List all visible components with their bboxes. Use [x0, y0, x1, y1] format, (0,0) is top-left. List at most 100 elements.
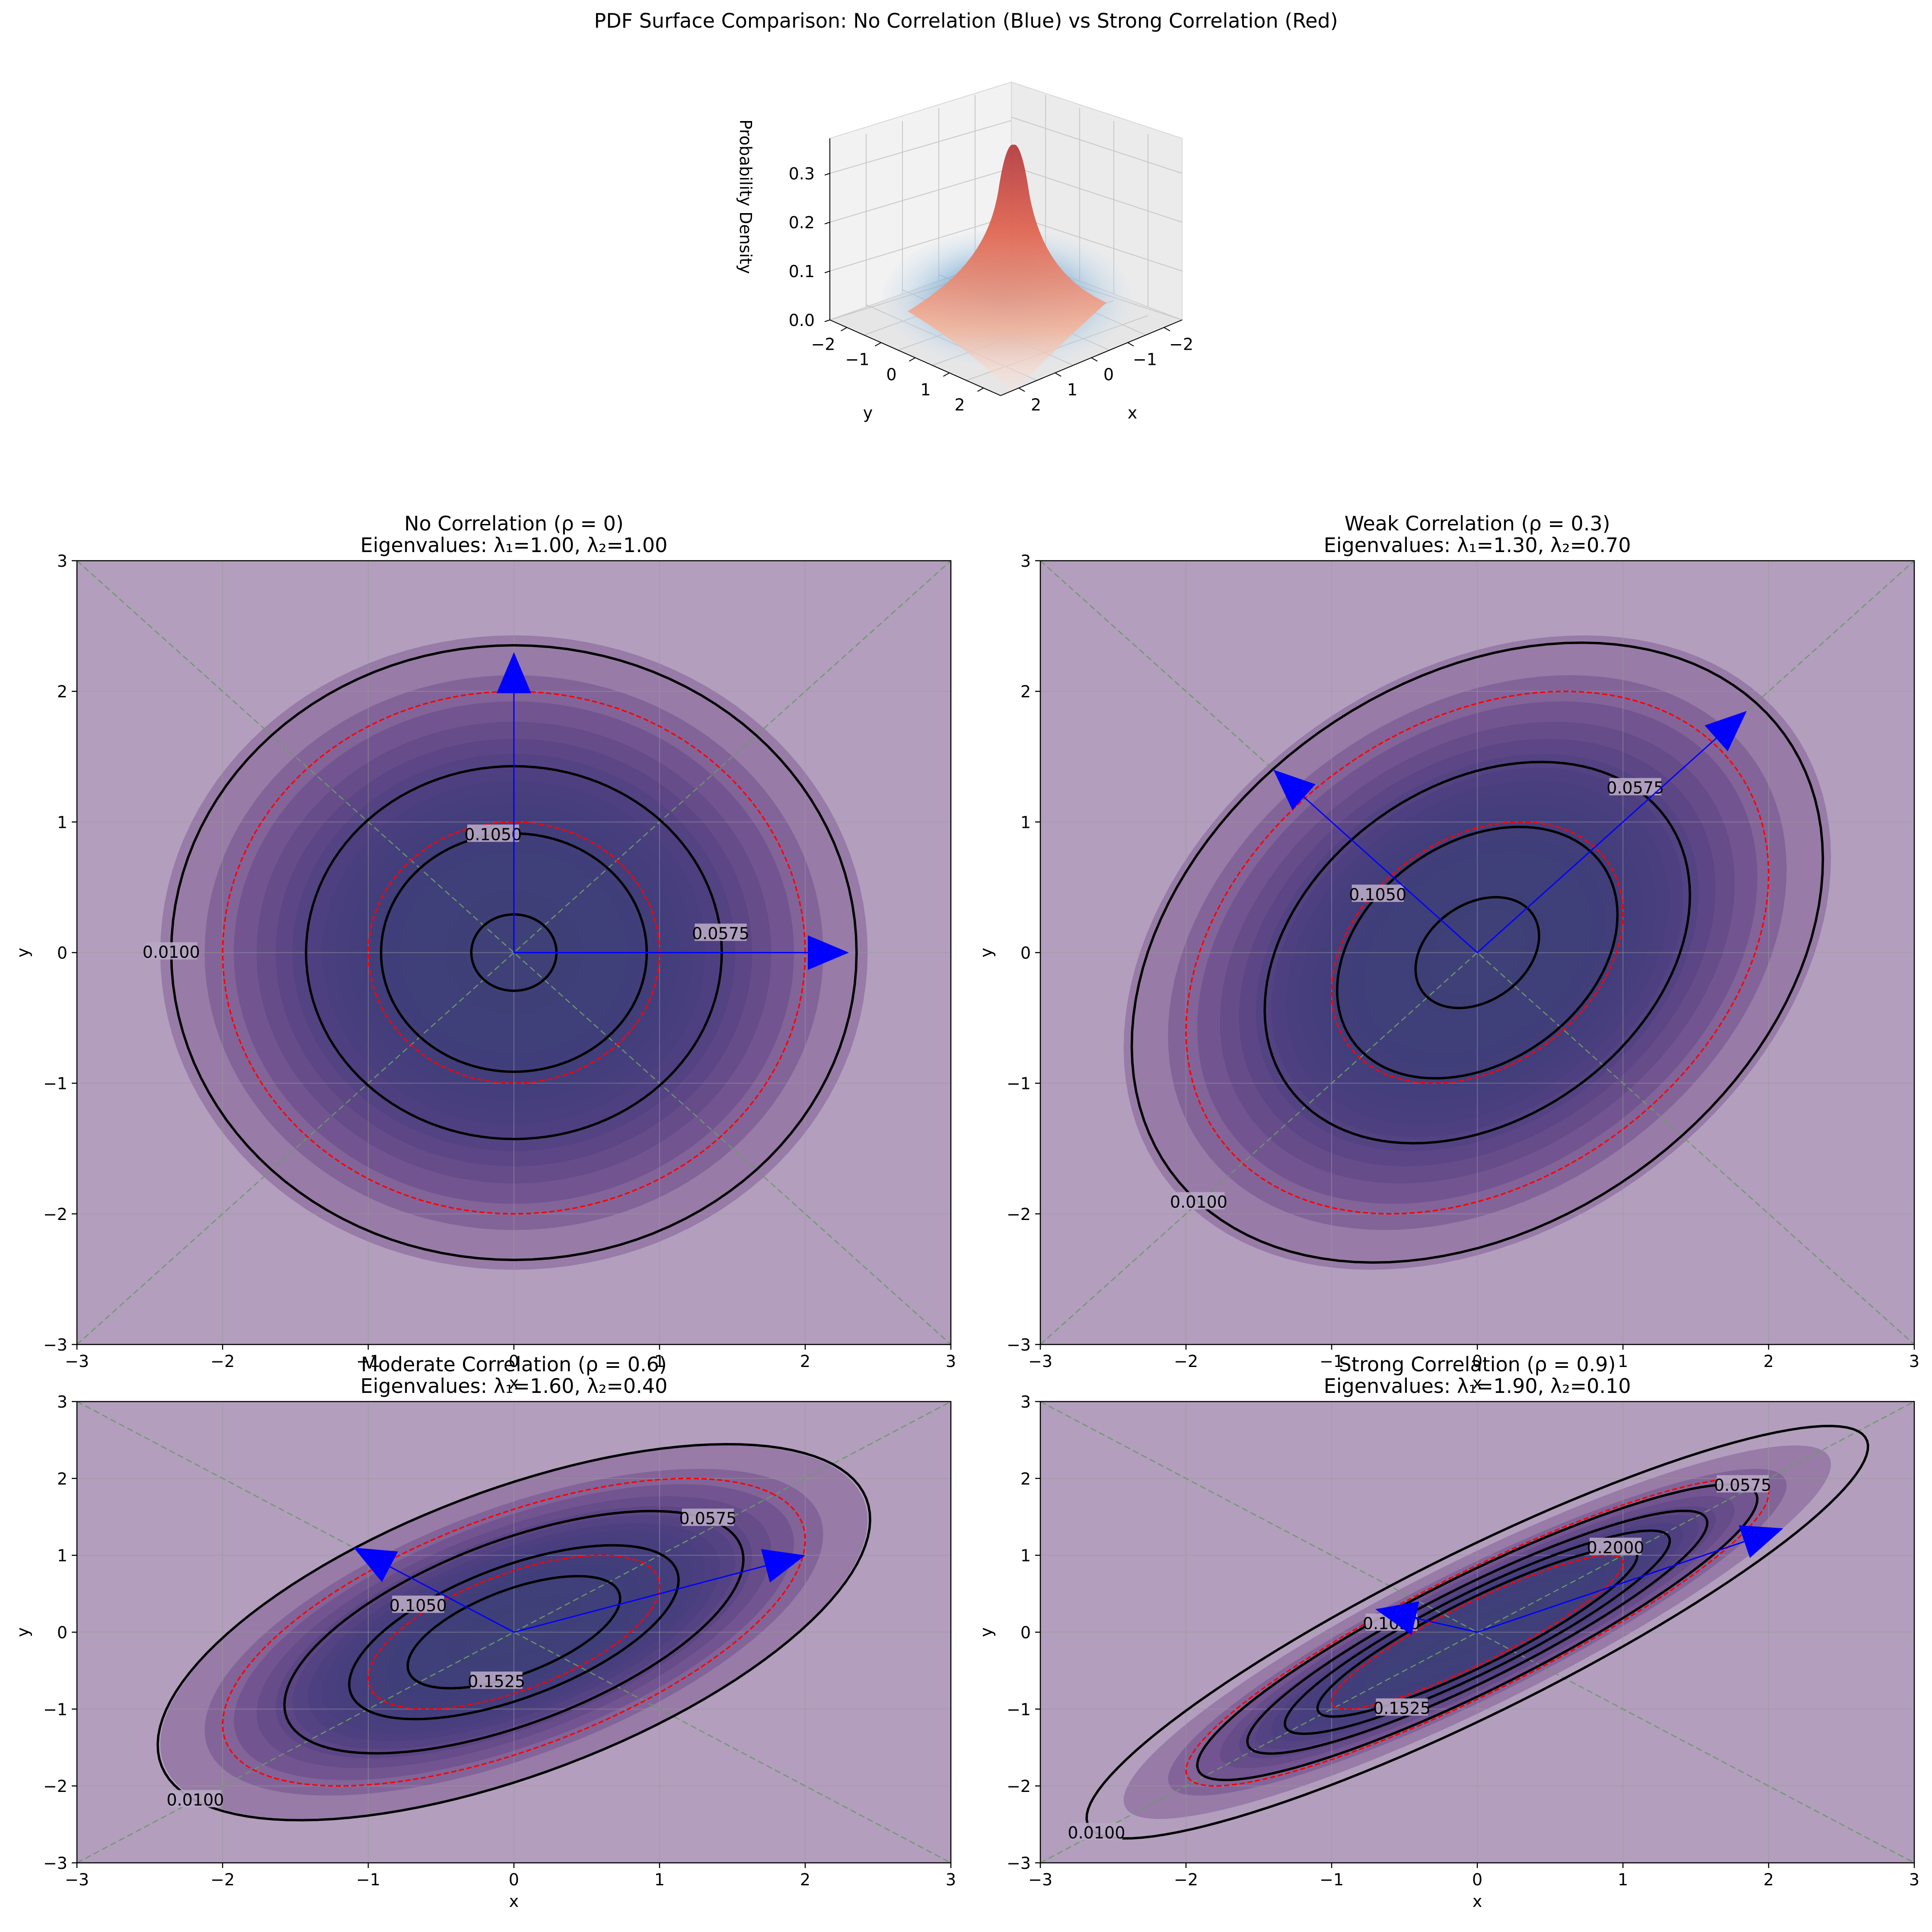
contour-label: 0.0100	[1170, 1192, 1227, 1211]
contour-line	[379, 832, 648, 1073]
x-tick-label: −3	[1028, 1870, 1052, 1889]
y-tick-label: 0	[1020, 1623, 1031, 1642]
x-tick-label: −1	[356, 1870, 380, 1889]
sigma-ellipse	[1185, 1478, 1769, 1787]
x-tick-label: 2	[800, 1870, 810, 1889]
y-axis-ticks: −2 −1 0 1 2	[811, 327, 984, 415]
contour-panel: 0.0100 0.0575 0.1050 −3−3 −2 −2 −1 −1 0 0 1 1 2 2 3 3 x y…	[13, 512, 956, 1392]
x-axis-label: x	[509, 1892, 519, 1911]
y-tick-label: −2	[811, 335, 835, 354]
diagonal-reference-line	[1040, 561, 1914, 1344]
x-tick-label: −3	[65, 1352, 89, 1371]
diagonal-reference-line	[1040, 1402, 1914, 1863]
x-tick-label: −2	[1169, 335, 1193, 354]
contour-line	[305, 765, 723, 1140]
y-axis-label: y	[977, 1627, 996, 1637]
x-tick-label: 1	[1618, 1352, 1628, 1371]
sigma-ellipse	[367, 1554, 660, 1710]
z-tick-label: 0.2	[789, 213, 815, 232]
surface-strong-correlation	[908, 144, 1106, 394]
eigenvector-line	[513, 1565, 766, 1633]
z-axis-label: Probability Density	[736, 119, 755, 274]
z-tick-label: 0.3	[789, 164, 815, 183]
x-axis-ticks: 2 1 0 −1 −2	[1018, 327, 1193, 415]
y-axis-label: y	[863, 403, 873, 422]
y-tick-mark	[909, 357, 915, 362]
eigenvector-arrowhead	[497, 652, 531, 693]
grid-line	[829, 168, 1012, 223]
eigenvector-line	[389, 1566, 514, 1633]
y-tick-label: −1	[1007, 1074, 1031, 1093]
y-tick-label: 0	[886, 365, 896, 384]
y-tick-mark	[977, 387, 984, 392]
x-tick-label: −1	[356, 1352, 380, 1371]
contour-label: 0.1050	[464, 825, 522, 844]
x-tick-label: 3	[946, 1870, 956, 1889]
panel-subtitle: Eigenvalues: λ₁=1.00, λ₂=1.00	[360, 533, 668, 557]
x-tick-label: 0	[509, 1870, 519, 1889]
contour-label-bg	[169, 1790, 221, 1807]
contour-label: 0.0575	[679, 1509, 736, 1528]
contour-line	[1263, 760, 1691, 1145]
eigenvector-arrowhead	[808, 935, 849, 970]
eigenvector-arrowhead	[1375, 1601, 1419, 1635]
z-tick-label: 0.1	[789, 262, 815, 281]
contour-label-bg	[1716, 1475, 1769, 1493]
eigenvector-arrowhead	[761, 1549, 805, 1583]
x-tick-label: 0	[509, 1352, 519, 1371]
x-tick-label: 3	[946, 1352, 956, 1371]
z-axis-ticks: 0.0 0.1 0.2 0.3	[789, 164, 830, 330]
x-tick-label: 0	[1103, 365, 1114, 384]
x-axis-label: x	[1473, 1892, 1482, 1911]
eigenvector-line	[1477, 1541, 1745, 1633]
y-tick-label: −3	[43, 1335, 67, 1354]
eigenvector-arrowhead	[354, 1547, 398, 1582]
diagonal-reference-line	[77, 561, 951, 1344]
x-tick-label: 1	[1067, 380, 1078, 399]
x-tick-label: 0	[1472, 1870, 1482, 1889]
diagonal-reference-line	[77, 1402, 951, 1863]
x-tick-mark	[1091, 357, 1098, 362]
sigma-ellipse	[1185, 690, 1769, 1215]
x-tick-label: 2	[1031, 396, 1041, 415]
y-tick-label: 2	[1020, 1469, 1031, 1488]
grid-line	[1011, 166, 1183, 223]
panel-title: No Correlation (ρ = 0)	[404, 512, 624, 535]
x-tick-label: 3	[1909, 1352, 1919, 1371]
contour-panel: 0.01000.05750.10500.15250.2000−3−3−2−2−1…	[977, 1353, 1919, 1911]
y-tick-label: 3	[57, 552, 67, 571]
sigma-ellipse	[222, 690, 806, 1215]
y-tick-label: 1	[1020, 813, 1031, 832]
y-tick-mark	[943, 372, 950, 377]
x-tick-label: 2	[1763, 1352, 1774, 1371]
contour-line	[1246, 1510, 1709, 1755]
grid-line	[829, 215, 1012, 271]
x-axis-label: x	[1473, 1373, 1482, 1392]
contour-label: 0.0100	[166, 1790, 224, 1809]
contour-label-bg	[1070, 1823, 1122, 1840]
contour-panel: 0.01000.05750.10500.1525−3−3−2−2−1−10011…	[13, 1353, 956, 1911]
contour-panels: 0.01000.05750.1050−3−3−2−2−1−100112233xy…	[13, 512, 1919, 1911]
contour-label: 0.1525	[1373, 1699, 1431, 1718]
y-tick-label: 2	[954, 396, 965, 415]
sigma-ellipse	[1331, 821, 1624, 1084]
y-tick-label: −1	[845, 350, 869, 369]
x-tick-mark	[1018, 387, 1025, 392]
x-tick-mark	[1055, 372, 1062, 377]
eigenvector-arrowhead	[1273, 770, 1316, 810]
contour-line	[406, 1575, 622, 1689]
contour-label-bg	[682, 1508, 734, 1526]
contour-label-bg	[1352, 885, 1404, 902]
contour-line	[1414, 896, 1540, 1009]
x-tick-label: −2	[210, 1352, 235, 1371]
diagonal-reference-line	[1040, 561, 1914, 1344]
y-tick-label: −1	[43, 1700, 67, 1719]
contour-label-bg	[1173, 1192, 1225, 1210]
contour-line	[1283, 1529, 1671, 1735]
diagonal-reference-line	[77, 561, 951, 1344]
x-tick-label: 1	[1618, 1870, 1628, 1889]
grid-line	[829, 120, 1012, 174]
panel-subtitle: Eigenvalues: λ₁=1.60, λ₂=0.40	[360, 1374, 668, 1398]
y-tick-label: −3	[1007, 1854, 1031, 1873]
